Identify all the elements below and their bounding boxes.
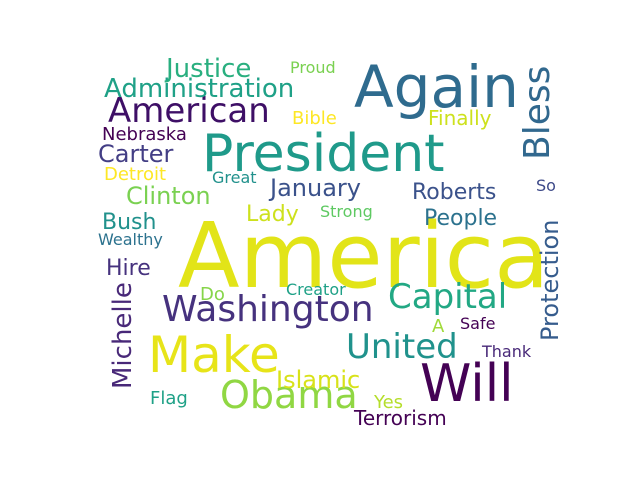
- word-capital: Capital: [388, 277, 508, 317]
- word-justice: Justice: [166, 54, 252, 84]
- word-strong: Strong: [320, 202, 373, 221]
- word-protection: Protection: [536, 220, 564, 342]
- word-so: So: [536, 176, 556, 195]
- word-a: A: [432, 316, 445, 337]
- word-american: American: [108, 91, 270, 131]
- word-hire: Hire: [106, 256, 151, 281]
- word-bush: Bush: [102, 210, 157, 235]
- word-creator: Creator: [286, 280, 346, 299]
- word-wealthy: Wealthy: [98, 230, 163, 249]
- word-president: President: [202, 124, 445, 184]
- word-nebraska: Nebraska: [102, 124, 187, 145]
- word-finally: Finally: [428, 106, 492, 130]
- word-make: Make: [148, 326, 280, 384]
- word-will: Will: [420, 354, 514, 414]
- word-lady: Lady: [246, 202, 299, 227]
- word-flag: Flag: [150, 388, 188, 409]
- word-great: Great: [212, 168, 257, 187]
- word-bless: Bless: [517, 66, 558, 161]
- word-washington: Washington: [162, 289, 374, 330]
- word-clinton: Clinton: [126, 182, 211, 210]
- word-proud: Proud: [290, 58, 336, 77]
- word-bible: Bible: [292, 108, 337, 129]
- word-thank: Thank: [482, 342, 532, 361]
- word-january: January: [270, 174, 361, 202]
- word-terrorism: Terrorism: [354, 406, 447, 430]
- word-carter: Carter: [98, 140, 174, 168]
- word-islamic: Islamic: [276, 366, 361, 394]
- word-safe: Safe: [460, 314, 496, 333]
- word-michelle: Michelle: [108, 282, 138, 389]
- word-roberts: Roberts: [412, 180, 497, 205]
- word-detroit: Detroit: [104, 164, 167, 185]
- word-united: United: [346, 327, 458, 367]
- word-again: Again: [354, 53, 519, 121]
- word-administration: Administration: [104, 74, 295, 104]
- word-yes: Yes: [374, 392, 404, 413]
- word-people: People: [424, 206, 498, 231]
- word-obama: Obama: [220, 373, 358, 417]
- word-do: Do: [200, 284, 225, 305]
- word-america: America: [178, 204, 550, 309]
